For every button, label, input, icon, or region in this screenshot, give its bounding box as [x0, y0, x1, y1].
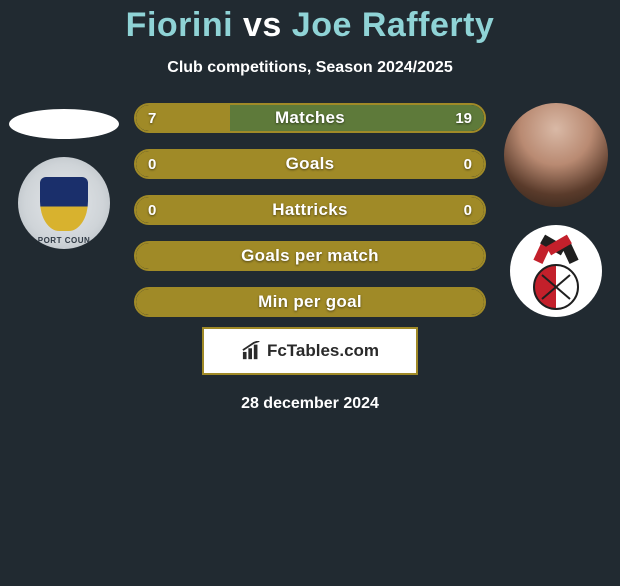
page-title: Fiorini vs Joe Rafferty [0, 6, 620, 45]
stat-value-left: 7 [148, 110, 156, 127]
chart-bars-icon [241, 341, 263, 361]
crest-left-label: PORT COUN [18, 236, 110, 245]
date-line: 28 december 2024 [0, 395, 620, 413]
stat-bar: Goals per match [134, 241, 486, 271]
stat-bar: Goals0 0 [134, 149, 486, 179]
title-player1: Fiorini [126, 6, 233, 44]
player2-avatar [504, 103, 608, 207]
stat-value-right: 0 [464, 156, 472, 173]
stat-label: Matches [136, 108, 484, 128]
rotherham-crest-icon [518, 231, 594, 311]
title-vs: vs [243, 6, 282, 44]
stat-bar: Matches7 19 [134, 103, 486, 133]
player2-club-crest [510, 225, 602, 317]
left-column: PORT COUN [4, 103, 124, 249]
stat-label: Min per goal [136, 292, 484, 312]
stat-label: Hattricks [136, 200, 484, 220]
stat-value-left: 0 [148, 156, 156, 173]
brand-plate[interactable]: FcTables.com [202, 327, 418, 375]
stat-label: Goals [136, 154, 484, 174]
main-columns: PORT COUN Matches719Goals00Hattricks00Go… [0, 103, 620, 317]
stat-bar: Min per goal [134, 287, 486, 317]
stat-bars-container: Matches719Goals00Hattricks00Goals per ma… [124, 103, 496, 317]
right-column [496, 103, 616, 317]
stat-value-left: 0 [148, 202, 156, 219]
title-player2: Joe Rafferty [292, 6, 495, 44]
stat-bar: Hattricks0 0 [134, 195, 486, 225]
stat-value-right: 0 [464, 202, 472, 219]
stat-label: Goals per match [136, 246, 484, 266]
subtitle: Club competitions, Season 2024/2025 [0, 59, 620, 77]
player1-avatar-placeholder [9, 109, 119, 139]
stat-value-right: 19 [455, 110, 472, 127]
player1-club-crest: PORT COUN [18, 157, 110, 249]
brand-text: FcTables.com [267, 341, 379, 361]
